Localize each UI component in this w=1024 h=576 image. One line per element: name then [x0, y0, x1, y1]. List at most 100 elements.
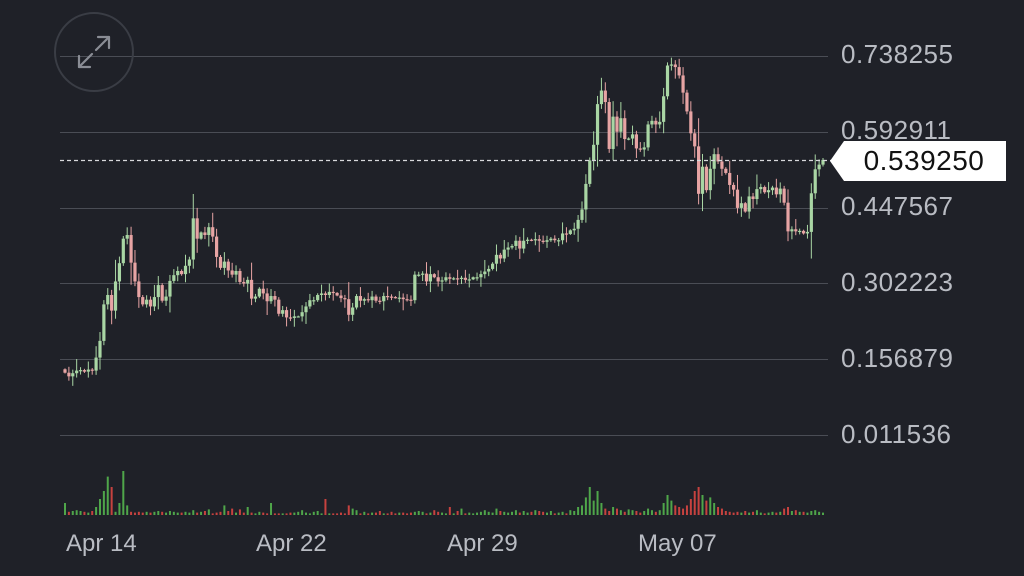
volume-bar — [456, 511, 459, 515]
candle-body — [160, 285, 164, 301]
candle-body — [724, 168, 728, 173]
candle-body — [331, 291, 335, 294]
volume-bar — [763, 513, 766, 515]
volume-bar — [464, 513, 467, 515]
volume-bar — [627, 509, 630, 515]
candle-body — [766, 190, 771, 193]
y-tick-label: 0.302223 — [841, 267, 954, 297]
volume-bar — [588, 487, 591, 515]
volume-bar — [153, 511, 156, 515]
candle-body — [490, 263, 495, 269]
candle-body — [277, 299, 281, 314]
volume-bar — [615, 508, 618, 515]
volume-bar — [231, 508, 234, 515]
candle-body — [615, 116, 619, 132]
candle-body — [424, 273, 429, 282]
candle-body — [432, 274, 436, 278]
candle-body — [646, 124, 650, 148]
candle-body — [487, 268, 491, 272]
volume-bar — [740, 512, 743, 515]
candle-body — [71, 373, 75, 377]
candle-body — [265, 293, 269, 302]
candle-body — [786, 202, 790, 232]
volume-bar — [511, 511, 514, 515]
volume-bar — [238, 509, 241, 515]
candle-body — [619, 118, 623, 132]
volume-bar — [433, 510, 436, 515]
candle-body — [222, 261, 226, 268]
candle-body — [708, 168, 712, 191]
volume-bar — [682, 508, 685, 515]
volume-bar — [787, 507, 790, 515]
volume-bar — [542, 511, 545, 515]
candle-body — [117, 263, 122, 282]
candle-body — [319, 293, 324, 295]
volume-bar — [363, 511, 366, 515]
volume-bar — [771, 511, 774, 515]
candle-body — [467, 279, 471, 281]
candle-body — [685, 92, 689, 112]
candle-body — [739, 203, 743, 208]
candle-body — [257, 288, 261, 297]
expand-button[interactable] — [54, 12, 134, 92]
volume-bar — [604, 508, 607, 515]
candle-body — [339, 295, 343, 299]
candle-body — [269, 296, 273, 302]
candle-body — [595, 104, 600, 145]
volume-bar — [452, 513, 455, 515]
volume-bar — [736, 511, 739, 515]
candle-body — [121, 238, 125, 264]
volume-bar — [522, 511, 525, 515]
volume-bar — [685, 505, 688, 515]
volume-bar — [514, 510, 517, 515]
volume-bar — [755, 510, 758, 515]
volume-bar — [441, 512, 444, 515]
volume-bar — [507, 512, 510, 515]
volume-bar — [569, 510, 572, 515]
volume-bar — [798, 511, 801, 515]
candle-body — [246, 279, 250, 284]
candle-body — [133, 262, 137, 282]
volume-bar — [374, 512, 377, 515]
candle-body — [238, 271, 242, 282]
candle-body — [207, 227, 211, 236]
candle-body — [67, 372, 71, 377]
volume-bar — [499, 511, 502, 515]
volume-bar — [732, 512, 735, 515]
volume-bar — [161, 511, 164, 515]
candle-body — [580, 209, 584, 220]
volume-bar — [429, 512, 432, 515]
candle-body — [576, 219, 580, 229]
volume-bar — [168, 511, 171, 515]
candle-body — [452, 278, 456, 280]
candle-body — [479, 274, 483, 278]
candle-body — [215, 236, 219, 257]
volume-bar — [503, 511, 506, 515]
candle-body — [662, 96, 666, 122]
candle-body — [386, 296, 390, 298]
candle-body — [98, 340, 102, 358]
y-tick-label: 0.592911 — [841, 115, 952, 145]
candle-body — [281, 310, 285, 314]
volume-bar — [608, 511, 611, 515]
volume-bar — [176, 512, 179, 515]
y-tick-label: 0.156879 — [841, 343, 954, 373]
candle-body — [568, 230, 572, 234]
candle-body — [716, 154, 720, 162]
volume-bar — [600, 503, 603, 515]
candle-body — [498, 254, 502, 259]
candle-body — [199, 232, 203, 239]
x-tick-label: Apr 14 — [66, 530, 137, 557]
candle-body — [323, 293, 328, 295]
candle-body — [557, 240, 561, 242]
volume-bar — [398, 512, 401, 515]
candle-body — [665, 65, 670, 97]
volume-bar — [165, 512, 168, 515]
candle-body — [378, 300, 382, 302]
volume-bar — [246, 507, 249, 515]
volume-bar — [650, 510, 653, 515]
candle-body — [681, 75, 685, 93]
volume-bar — [332, 513, 335, 515]
candle-body — [782, 188, 786, 203]
